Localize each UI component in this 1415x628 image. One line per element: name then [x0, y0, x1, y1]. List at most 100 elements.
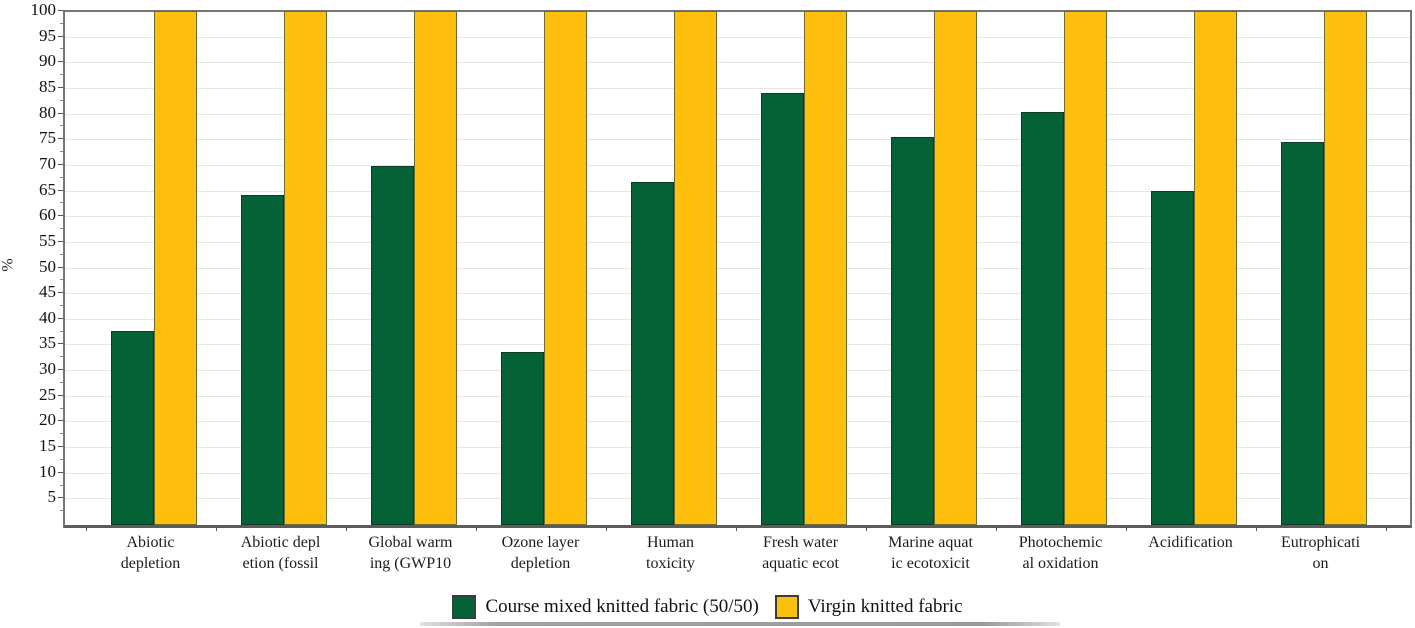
legend-swatch-icon — [774, 595, 799, 619]
bar-green-7 — [890, 136, 934, 525]
y-minor-tick — [60, 253, 63, 255]
y-minor-tick — [60, 484, 63, 486]
y-tick-label-70: 70 — [39, 153, 56, 173]
x-category-label-6: Fresh water aquatic ecot — [736, 532, 866, 574]
y-minor-tick — [60, 304, 63, 306]
bar-green-10 — [1280, 141, 1324, 525]
bar-group-10 — [1258, 11, 1388, 525]
y-tick-label-35: 35 — [39, 333, 56, 353]
x-boundary-tick-5 — [735, 526, 737, 531]
y-major-tick-15 — [58, 446, 63, 448]
y-minor-tick — [60, 74, 63, 76]
y-major-tick-85 — [58, 86, 63, 88]
bar-yellow-8 — [1063, 11, 1107, 525]
gridline-25 — [65, 395, 1410, 397]
bar-yellow-1 — [153, 11, 197, 525]
y-minor-tick — [60, 458, 63, 460]
y-major-tick-95 — [58, 35, 63, 37]
y-tick-label-5: 5 — [47, 487, 57, 507]
y-major-tick-75 — [58, 138, 63, 140]
y-tick-label-25: 25 — [39, 384, 56, 404]
bar-group-7 — [868, 11, 998, 525]
gridline-70 — [65, 164, 1410, 166]
y-tick-label-95: 95 — [39, 25, 56, 45]
bar-group-4 — [478, 11, 608, 525]
x-boundary-tick-1 — [215, 526, 217, 531]
y-major-tick-40 — [58, 317, 63, 319]
y-major-tick-30 — [58, 369, 63, 371]
legend-item-1: Course mixed knitted fabric (50/50) — [452, 595, 759, 619]
x-boundary-tick-3 — [475, 526, 477, 531]
gridline-80 — [65, 113, 1410, 115]
y-minor-tick — [60, 22, 63, 24]
x-category-label-line: toxicity — [646, 555, 695, 572]
bar-green-2 — [240, 194, 284, 525]
y-tick-label-65: 65 — [39, 179, 56, 199]
x-category-label-line: depletion — [120, 555, 181, 572]
x-category-label-line: Abiotic — [126, 534, 175, 551]
y-minor-tick — [60, 407, 63, 409]
x-category-label-line: Eutrophicati — [1280, 534, 1361, 551]
y-minor-tick — [60, 279, 63, 281]
bar-green-4 — [500, 352, 544, 525]
bar-green-1 — [110, 330, 154, 525]
plot-area — [63, 10, 1412, 528]
gridline-30 — [65, 370, 1410, 372]
x-category-label-line: ic ecotoxicit — [891, 555, 970, 572]
gridline-5 — [65, 498, 1410, 500]
bar-group-1 — [88, 11, 218, 525]
y-major-tick-80 — [58, 112, 63, 114]
y-tick-label-55: 55 — [39, 230, 56, 250]
bar-yellow-9 — [1193, 11, 1237, 525]
bar-green-9 — [1150, 190, 1194, 525]
y-major-tick-10 — [58, 471, 63, 473]
gridline-90 — [65, 62, 1410, 64]
gridline-20 — [65, 421, 1410, 423]
gridline-10 — [65, 472, 1410, 474]
x-category-label-line: Global warm — [368, 534, 453, 551]
bar-green-3 — [370, 165, 414, 525]
x-category-label-line: Photochemic — [1018, 534, 1103, 551]
y-major-tick-55 — [58, 240, 63, 242]
y-minor-tick — [60, 356, 63, 358]
y-minor-tick — [60, 228, 63, 230]
x-category-label-line: Abiotic depl — [240, 534, 321, 551]
y-minor-tick — [60, 125, 63, 127]
x-boundary-tick-8 — [1125, 526, 1127, 531]
x-category-label-1: Abiotic depletion — [86, 532, 216, 574]
y-minor-tick — [60, 151, 63, 153]
gridline-50 — [65, 267, 1410, 269]
bar-yellow-4 — [543, 11, 587, 525]
y-major-tick-65 — [58, 189, 63, 191]
bar-green-8 — [1020, 112, 1064, 525]
bar-yellow-5 — [673, 11, 717, 525]
legend-item-2: Virgin knitted fabric — [774, 595, 963, 619]
y-tick-label-20: 20 — [39, 410, 56, 430]
bar-yellow-6 — [803, 11, 847, 525]
x-category-label-line: Fresh water — [762, 534, 839, 551]
bar-yellow-3 — [413, 11, 457, 525]
x-category-label-line: Marine aquat — [888, 534, 973, 551]
x-boundary-tick-0 — [85, 526, 87, 531]
y-tick-label-45: 45 — [39, 282, 56, 302]
bar-group-5 — [608, 11, 738, 525]
y-major-tick-90 — [58, 61, 63, 63]
y-tick-label-60: 60 — [39, 205, 56, 225]
gridline-35 — [65, 344, 1410, 346]
bar-group-9 — [1128, 11, 1258, 525]
gridline-60 — [65, 216, 1410, 218]
y-major-tick-50 — [58, 266, 63, 268]
x-boundary-tick-7 — [995, 526, 997, 531]
y-minor-tick — [60, 330, 63, 332]
gridline-15 — [65, 447, 1410, 449]
y-major-tick-35 — [58, 343, 63, 345]
y-minor-tick — [60, 381, 63, 383]
bar-green-5 — [630, 182, 674, 525]
x-boundary-tick-6 — [865, 526, 867, 531]
y-tick-label-75: 75 — [39, 128, 56, 148]
y-tick-label-30: 30 — [39, 359, 56, 379]
gridline-55 — [65, 241, 1410, 243]
x-category-label-4: Ozone layer depletion — [476, 532, 606, 574]
x-boundary-tick-4 — [605, 526, 607, 531]
x-category-label-line: al oxidation — [1022, 555, 1099, 572]
